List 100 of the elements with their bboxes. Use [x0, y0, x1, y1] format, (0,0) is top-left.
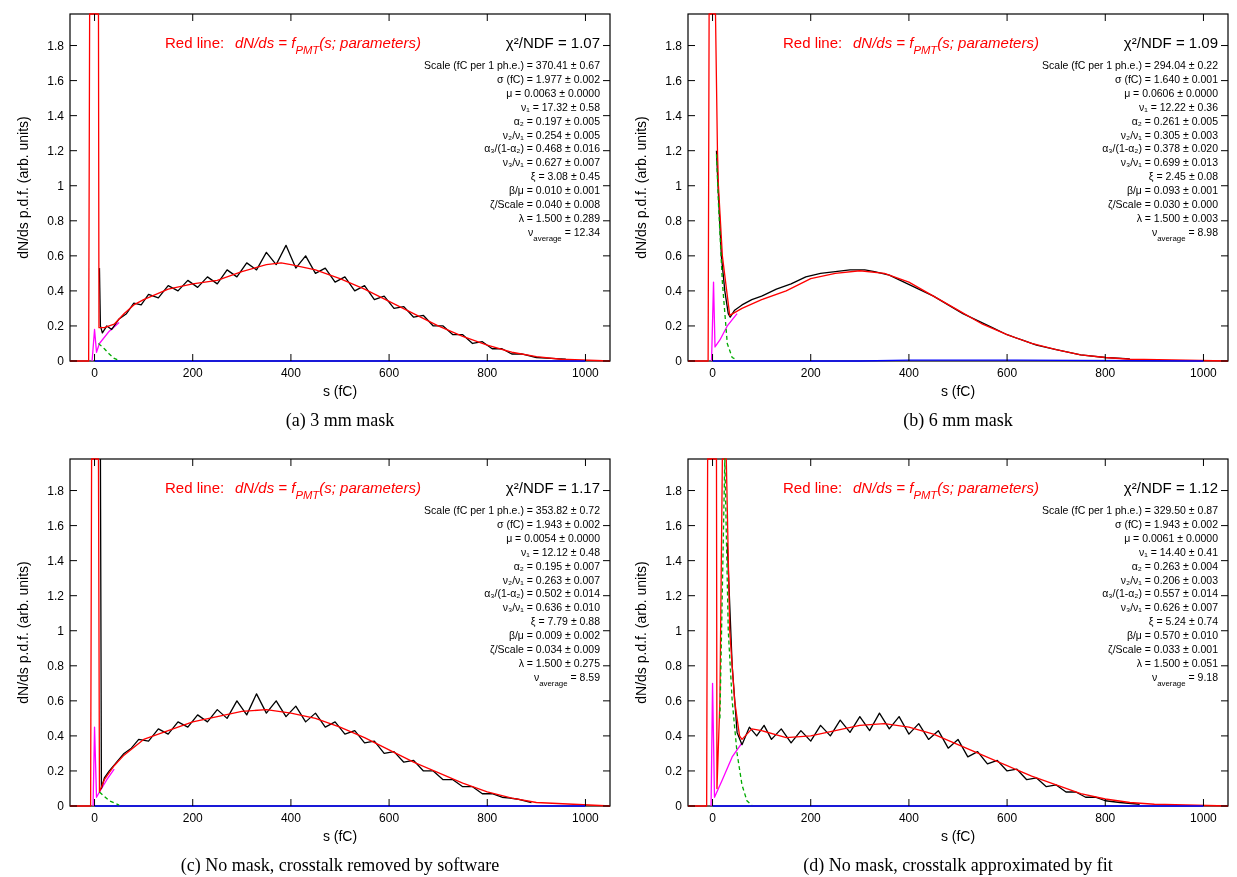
text: (c) No mask, crosstalk removed by software — [180, 855, 500, 876]
annotation: ν₃/ν₁ = 0.699 ± 0.013 — [1120, 156, 1219, 169]
text: (d) No mask, crosstalk approximated by fit — [803, 855, 1113, 876]
line-series — [92, 726, 115, 807]
annotation: ζ/Scale = 0.033 ± 0.001 — [1108, 643, 1219, 655]
x-tick-label: 1000 — [1190, 811, 1218, 825]
x-tick-label: 400 — [280, 366, 302, 380]
y-tick-label: 1.6 — [665, 518, 683, 533]
x-tick-label: 400 — [280, 811, 302, 825]
annotation: ν₁ = 17.32 ± 0.58 — [520, 100, 601, 113]
annotation: α₂ = 0.197 ± 0.005 — [513, 114, 601, 127]
y-tick-label: 0.4 — [47, 728, 65, 743]
line-series — [69, 458, 611, 807]
x-tick-label: 1000 — [572, 366, 600, 380]
annotation: ν$_{average}$ = 9.18 — [1151, 670, 1219, 688]
annotation: χ²/NDF = 1.17 — [505, 479, 600, 496]
x-tick-label: 0 — [709, 366, 717, 380]
annotation: ξ = 2.45 ± 0.08 — [1148, 170, 1219, 183]
annotation: β/μ = 0.009 ± 0.002 — [508, 629, 601, 642]
y-tick-label: 1.6 — [47, 518, 65, 533]
x-tick-label: 1000 — [572, 811, 600, 825]
line-series — [97, 342, 120, 362]
annotation: μ = 0.0061 ± 0.0000 — [1124, 531, 1219, 544]
y-tick-label: 0.8 — [665, 658, 683, 673]
x-axis-title: s (fC) — [940, 383, 976, 399]
line-series — [710, 281, 738, 362]
y-tick-label: 1.4 — [47, 108, 65, 123]
y-tick-label: 1.2 — [47, 588, 65, 603]
x-tick-label: 400 — [898, 811, 920, 825]
x-tick-label: 600 — [997, 366, 1018, 380]
y-tick-label: 0.4 — [665, 283, 683, 298]
y-tick-label: 1.8 — [665, 38, 683, 53]
annotation: ν₂/ν₁ = 0.305 ± 0.003 — [1120, 128, 1219, 141]
y-tick-label: 1.2 — [665, 588, 683, 603]
annotation: α₃/(1-α₂) = 0.502 ± 0.014 — [484, 587, 601, 600]
y-tick-label: 0.2 — [47, 763, 65, 778]
y-tick-label: 1.8 — [47, 483, 65, 498]
x-tick-label: 200 — [800, 366, 822, 380]
x-tick-label: 800 — [477, 811, 498, 825]
x-tick-label: 0 — [91, 811, 99, 825]
annotation: σ (fC) = 1.943 ± 0.002 — [1114, 517, 1219, 530]
annotation: α₂ = 0.195 ± 0.007 — [513, 559, 601, 572]
annotation: μ = 0.0606 ± 0.0000 — [1124, 86, 1219, 99]
annotation: ξ = 3.08 ± 0.45 — [530, 170, 601, 183]
annotation: α₃/(1-α₂) = 0.378 ± 0.020 — [1102, 142, 1219, 155]
annotation: ν₂/ν₁ = 0.206 ± 0.003 — [1120, 573, 1219, 586]
annotation: ν$_{average}$ = 12.34 — [528, 225, 601, 243]
y-tick-label: 1.8 — [47, 38, 65, 53]
x-tick-label: 800 — [1095, 366, 1116, 380]
annotation: dN/ds = f$_{PMT}$(s; parameters) — [235, 34, 421, 56]
annotation: ξ = 7.79 ± 0.88 — [530, 615, 601, 628]
annotation: α₃/(1-α₂) = 0.557 ± 0.014 — [1102, 587, 1219, 600]
annotation: ν$_{average}$ = 8.59 — [533, 670, 601, 688]
annotation: ν₃/ν₁ = 0.626 ± 0.007 — [1120, 601, 1219, 614]
y-tick-label: 0.8 — [47, 658, 65, 673]
annotation: β/μ = 0.093 ± 0.001 — [1126, 184, 1219, 197]
y-tick-label: 0.8 — [47, 213, 65, 228]
line-series — [710, 682, 743, 807]
annotation: Scale (fC per 1 ph.e.) = 370.41 ± 0.67 — [424, 59, 601, 71]
x-tick-label: 800 — [477, 366, 498, 380]
y-tick-label: 1.6 — [47, 73, 65, 88]
x-tick-label: 600 — [379, 366, 400, 380]
text: (b) 6 mm mask — [903, 410, 1013, 431]
y-tick-label: 1.6 — [665, 73, 683, 88]
y-tick-label: 0.6 — [665, 693, 683, 708]
y-axis-title: dN/ds p.d.f. (arb. units) — [633, 561, 649, 704]
annotation: Red line: — [783, 479, 843, 496]
annotation: ν₂/ν₁ = 0.263 ± 0.007 — [502, 573, 601, 586]
y-tick-label: 1.2 — [47, 143, 65, 158]
annotation: χ²/NDF = 1.09 — [1123, 34, 1218, 51]
y-tick-label: 0.2 — [665, 763, 683, 778]
annotation: λ = 1.500 ± 0.275 — [518, 656, 601, 669]
annotation: ν$_{average}$ = 8.98 — [1151, 225, 1219, 243]
annotation: μ = 0.0054 ± 0.0000 — [506, 531, 601, 544]
annotation: Scale (fC per 1 ph.e.) = 329.50 ± 0.87 — [1042, 504, 1219, 516]
y-axis-title: dN/ds p.d.f. (arb. units) — [15, 561, 31, 704]
y-tick-label: 1 — [675, 623, 683, 638]
annotation: α₂ = 0.261 ± 0.005 — [1131, 114, 1219, 127]
y-tick-label: 1.4 — [665, 108, 683, 123]
y-tick-label: 0 — [57, 799, 65, 813]
annotation: σ (fC) = 1.943 ± 0.002 — [496, 517, 601, 530]
x-tick-label: 200 — [182, 366, 204, 380]
y-tick-label: 0.2 — [47, 318, 65, 333]
annotation: β/μ = 0.010 ± 0.001 — [508, 184, 601, 197]
y-tick-label: 1.4 — [665, 553, 683, 568]
annotation: χ²/NDF = 1.12 — [1123, 479, 1218, 496]
line-series — [687, 458, 1229, 807]
y-tick-label: 0.4 — [665, 728, 683, 743]
x-tick-label: 400 — [898, 366, 920, 380]
annotation: Red line: — [165, 34, 225, 51]
line-series — [69, 13, 611, 362]
y-tick-label: 0 — [675, 799, 683, 813]
annotation: α₃/(1-α₂) = 0.468 ± 0.016 — [484, 142, 601, 155]
x-tick-label: 0 — [709, 811, 717, 825]
x-tick-label: 600 — [379, 811, 400, 825]
line-series — [98, 244, 567, 360]
y-tick-label: 1 — [57, 178, 65, 193]
x-axis-title: s (fC) — [322, 828, 358, 844]
y-tick-label: 0.2 — [665, 318, 683, 333]
y-axis-title: dN/ds p.d.f. (arb. units) — [15, 116, 31, 259]
